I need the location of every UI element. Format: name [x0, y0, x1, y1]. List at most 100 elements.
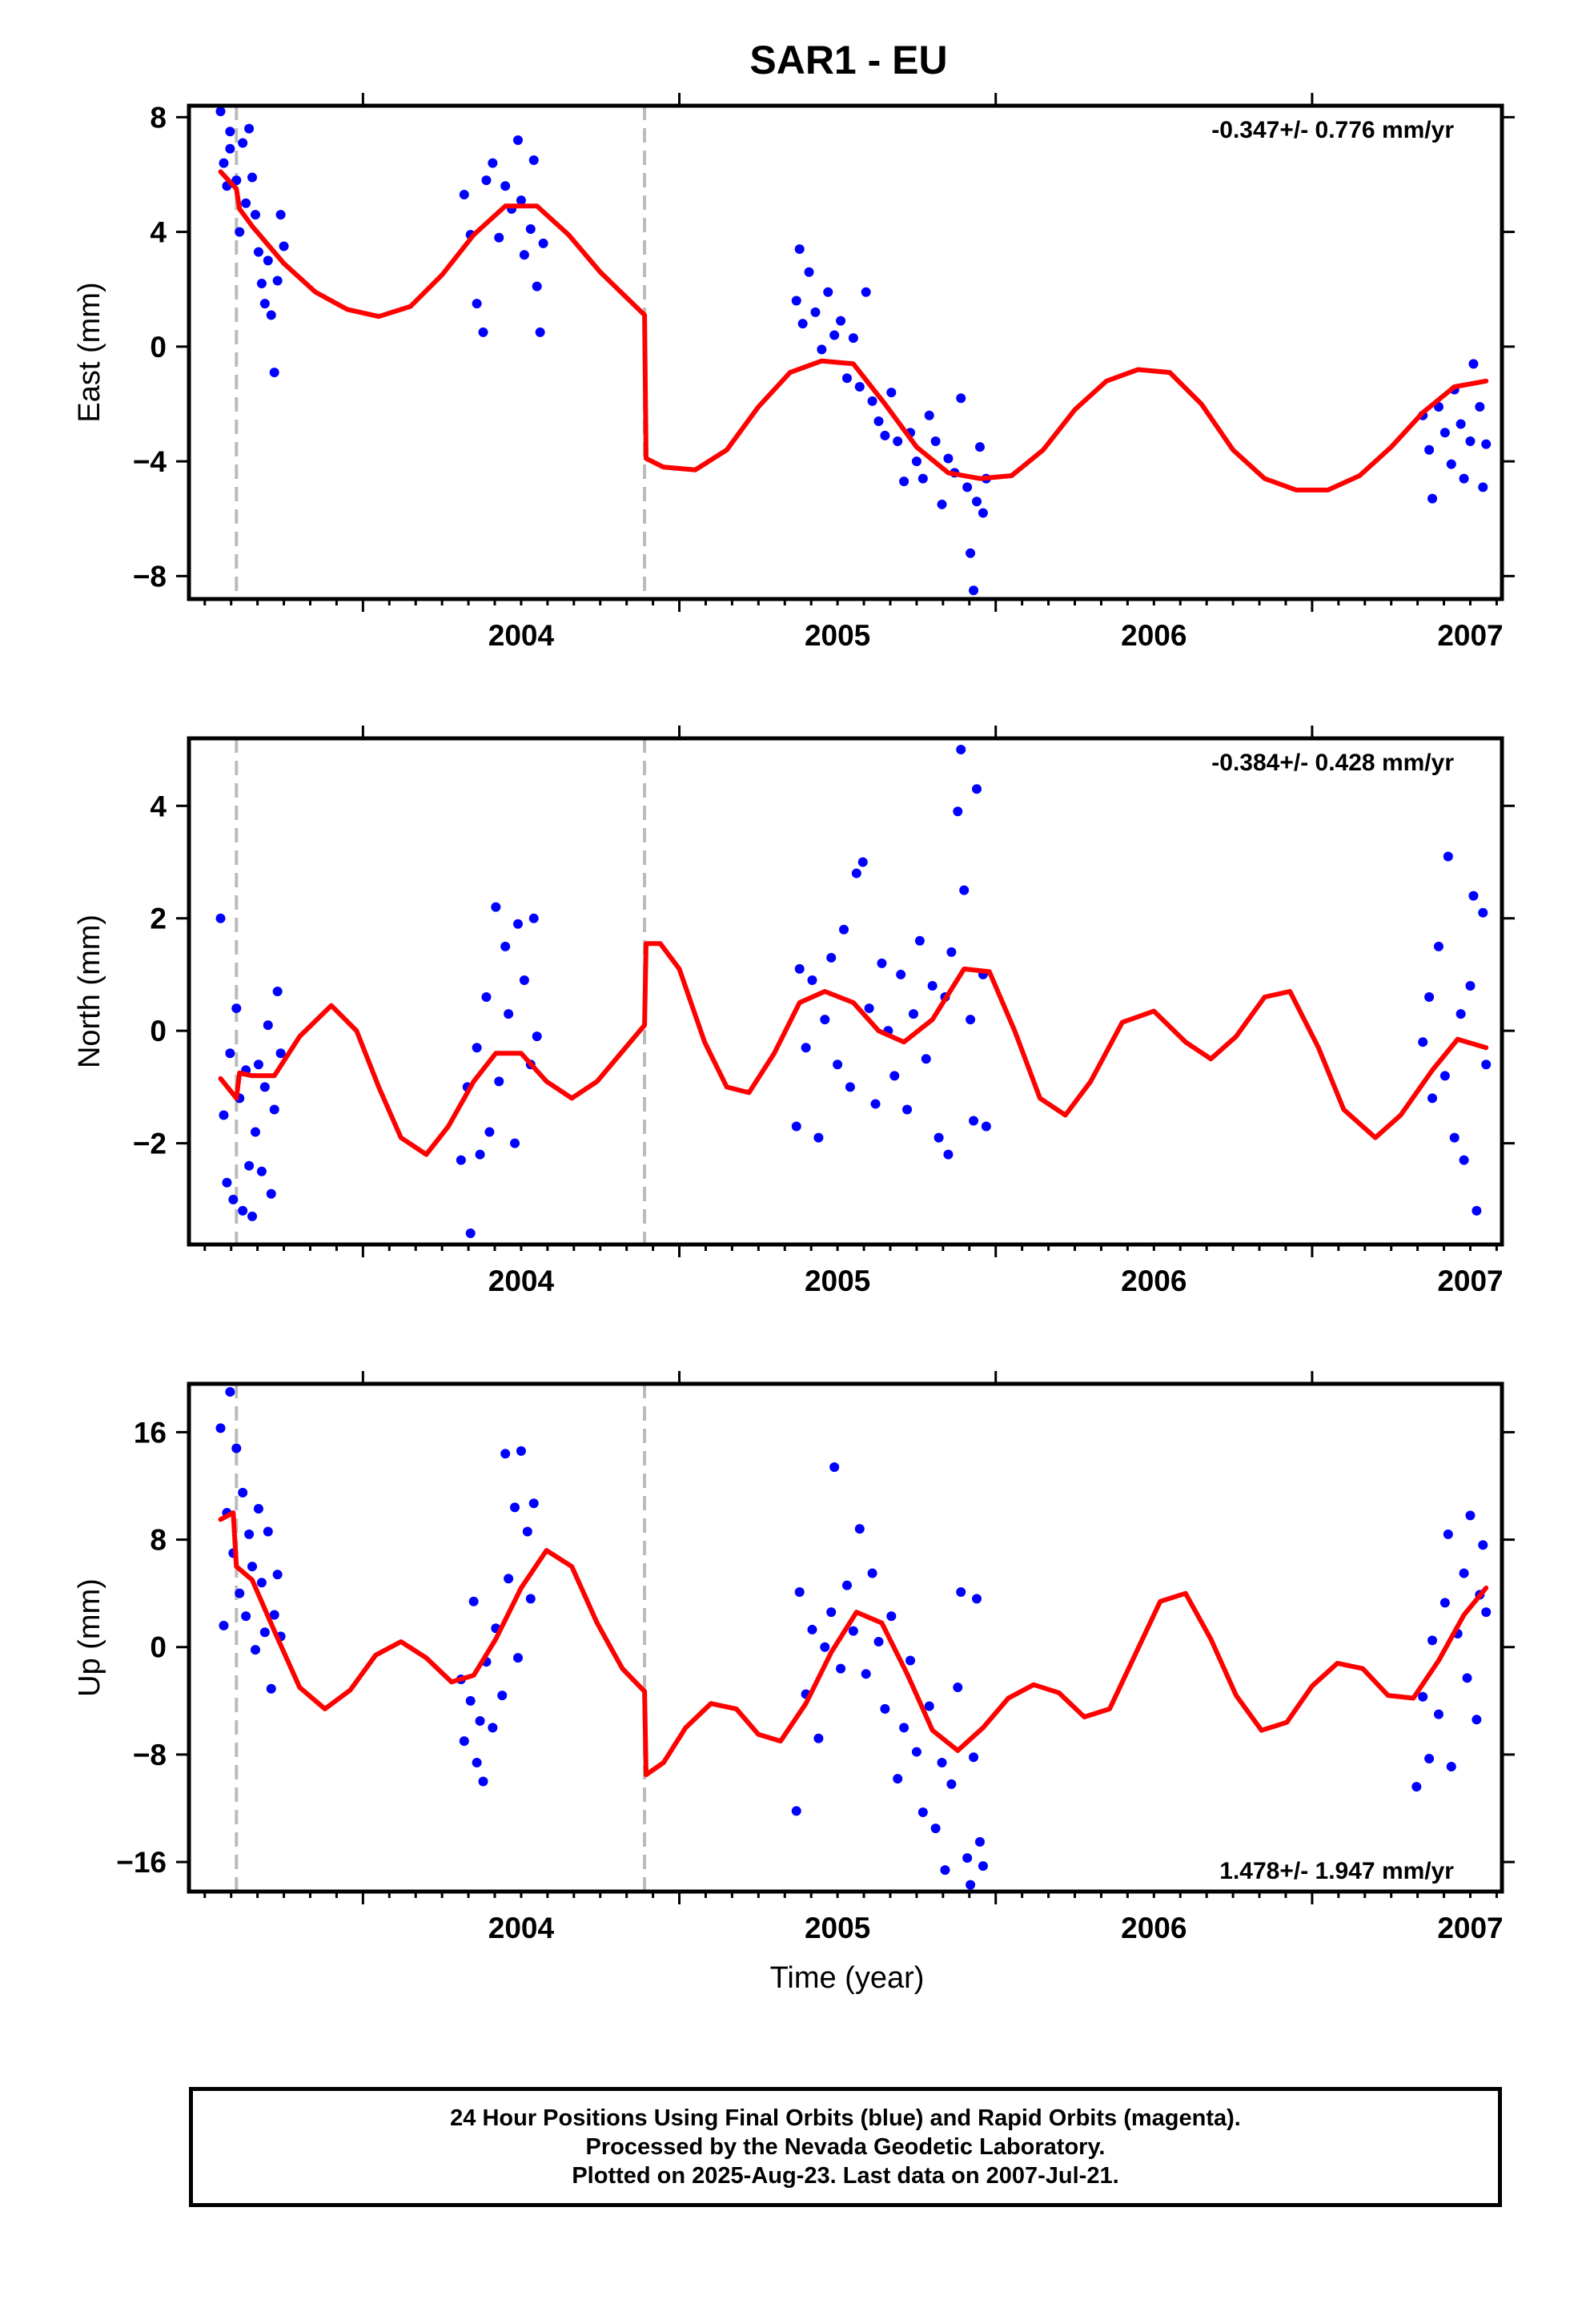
up-data-point	[475, 1715, 485, 1726]
east-data-point	[899, 476, 909, 487]
up-data-point	[1472, 1715, 1482, 1725]
up-data-point	[244, 1529, 255, 1539]
north-data-point	[839, 924, 849, 935]
east-data-point	[978, 508, 988, 518]
panel-east: 2004 2005 2006 2007 −8 −4 0 4 8 East (mm) -0.347+/…	[73, 93, 1515, 652]
up-data-point	[940, 1865, 950, 1876]
north-data-point	[215, 913, 226, 923]
up-data-point	[911, 1747, 921, 1757]
east-data-point	[794, 244, 805, 255]
up-y-tick-label: −16	[116, 1846, 167, 1879]
east-data-point	[924, 410, 934, 420]
east-y-tick-label: 4	[150, 216, 167, 249]
north-data-point	[851, 868, 861, 879]
east-data-point	[253, 247, 263, 257]
north-data-point	[791, 1121, 801, 1132]
x-axis-label: Time (year)	[770, 1961, 925, 1995]
up-data-point	[905, 1655, 916, 1666]
up-data-point	[1424, 1753, 1435, 1763]
up-data-point	[880, 1703, 890, 1714]
east-data-point	[867, 396, 877, 406]
up-data-point	[478, 1776, 488, 1787]
north-data-point	[253, 1059, 263, 1070]
up-data-point	[962, 1853, 973, 1864]
north-data-point	[946, 947, 957, 957]
north-data-point	[934, 1132, 944, 1143]
east-data-point	[512, 135, 523, 145]
up-data-point	[522, 1526, 532, 1537]
east-data-point	[519, 250, 529, 260]
up-y-tick-label: 0	[150, 1631, 167, 1664]
up-model-curve	[218, 1510, 1489, 1778]
north-data-point	[1468, 891, 1479, 901]
up-rate-label: 1.478+/- 1.947 mm/yr	[1219, 1858, 1454, 1884]
east-data-point	[823, 287, 833, 297]
up-x-tick-label: 2005	[805, 1912, 870, 1944]
up-plot-frame	[187, 1381, 1504, 1894]
east-data-point	[235, 227, 245, 237]
east-data-point	[873, 416, 884, 426]
east-data-point	[215, 107, 226, 117]
east-data-point	[791, 296, 801, 306]
east-y-tick-label: 8	[150, 101, 167, 134]
east-data-point	[275, 210, 286, 220]
north-plot-frame	[187, 736, 1504, 1247]
east-data-point	[1424, 444, 1435, 455]
up-data-point	[1443, 1529, 1453, 1539]
north-data-point	[969, 1116, 979, 1126]
north-data-point	[1472, 1205, 1482, 1216]
north-data-point	[981, 1121, 991, 1132]
east-data-point	[1456, 419, 1466, 429]
up-data-point	[269, 1610, 279, 1620]
up-y-tick-label: −8	[133, 1739, 167, 1771]
up-data-point	[259, 1627, 270, 1638]
up-data-point	[225, 1387, 235, 1397]
north-data-point	[1443, 851, 1453, 862]
up-data-point	[1478, 1540, 1488, 1550]
up-data-point	[820, 1642, 830, 1652]
east-data-point	[1468, 359, 1479, 369]
panel-up: 2004 2005 2006 2007 −16 −8 0 8 16 Up (mm) 1.478+/-…	[73, 1371, 1515, 1944]
north-data-point	[219, 1110, 229, 1120]
up-data-point	[512, 1653, 523, 1663]
up-data-point	[893, 1774, 903, 1784]
north-data-point	[266, 1188, 276, 1199]
north-data-point	[845, 1082, 855, 1092]
east-data-point	[854, 381, 865, 392]
east-data-point	[279, 241, 289, 251]
up-data-point	[256, 1578, 267, 1588]
north-y-axis-label: North (mm)	[73, 915, 106, 1068]
east-data-point	[937, 499, 947, 509]
up-data-point	[263, 1526, 273, 1537]
chart-title: SAR1 - EU	[749, 38, 947, 82]
panel-north: 2004 2005 2006 2007 −2 0 2 4 North (mm) -0.384+/-…	[73, 726, 1515, 1297]
north-data-point	[259, 1082, 270, 1092]
east-data-point	[478, 327, 488, 337]
north-x-tick-label: 2004	[488, 1265, 555, 1297]
north-data-point	[801, 1043, 811, 1053]
north-data-point	[225, 1048, 235, 1059]
up-data-point	[510, 1502, 520, 1513]
east-points	[215, 107, 1492, 596]
east-data-point	[1465, 436, 1476, 447]
up-data-point	[861, 1669, 871, 1679]
north-data-point	[927, 980, 938, 991]
up-data-point	[525, 1594, 536, 1604]
up-data-point	[917, 1807, 928, 1818]
north-data-point	[472, 1043, 482, 1053]
east-data-point	[525, 224, 536, 234]
east-data-point	[494, 232, 504, 243]
east-data-point	[841, 373, 852, 384]
north-data-point	[275, 1048, 286, 1059]
north-data-point	[491, 902, 501, 912]
east-data-point	[886, 388, 897, 398]
east-data-point	[1439, 428, 1450, 438]
up-data-point	[946, 1779, 957, 1789]
up-data-point	[854, 1524, 865, 1534]
east-data-point	[829, 330, 840, 340]
east-data-point	[969, 585, 979, 596]
east-data-point	[972, 497, 982, 507]
east-data-point	[535, 327, 545, 337]
north-data-point	[269, 1104, 279, 1115]
north-data-point	[966, 1015, 976, 1025]
